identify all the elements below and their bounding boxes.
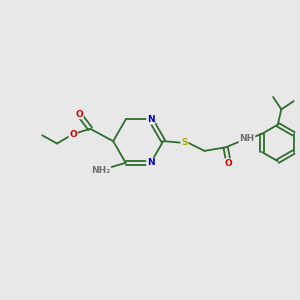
Text: N: N xyxy=(147,158,154,167)
Text: NH₂: NH₂ xyxy=(91,166,110,175)
Text: N: N xyxy=(147,115,154,124)
Text: S: S xyxy=(181,138,188,147)
Text: O: O xyxy=(75,110,83,118)
Text: NH: NH xyxy=(239,134,254,143)
Text: O: O xyxy=(225,159,232,168)
Text: O: O xyxy=(69,130,77,139)
